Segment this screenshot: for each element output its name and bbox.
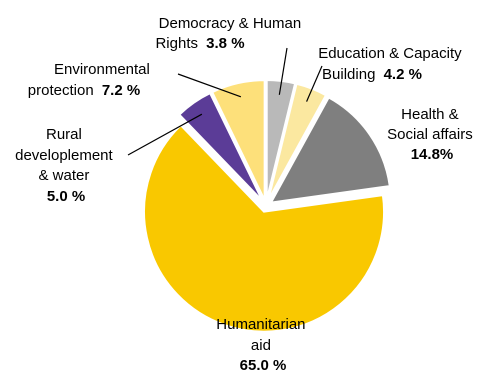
pie-slice-democracy [265, 79, 297, 201]
pie-slices [143, 79, 391, 333]
leader-line-rural [127, 113, 203, 156]
label-democracy: Democracy & Human Rights 3.8 % [155, 15, 305, 52]
label-education: Education & Capacity Building 4.2 % [318, 45, 466, 83]
label-environmental: Environmental protection 7.2 % [28, 61, 154, 99]
leader-line-environmental [177, 73, 242, 98]
label-health: Health & Social affairs 14.8% [387, 106, 477, 163]
pie-slice-rural [177, 91, 264, 202]
label-humanitarian: Humanitarian aid 65.0 % [216, 316, 309, 371]
pie-slice-health [269, 96, 391, 204]
label-rural: Rural developlement & water 5.0 % [15, 126, 117, 205]
pie-slice-environmental [210, 79, 266, 201]
leader-line-democracy [278, 47, 288, 95]
leader-lines [127, 47, 323, 156]
leader-line-education [306, 65, 323, 102]
pie-slice-humanitarian [143, 123, 386, 333]
